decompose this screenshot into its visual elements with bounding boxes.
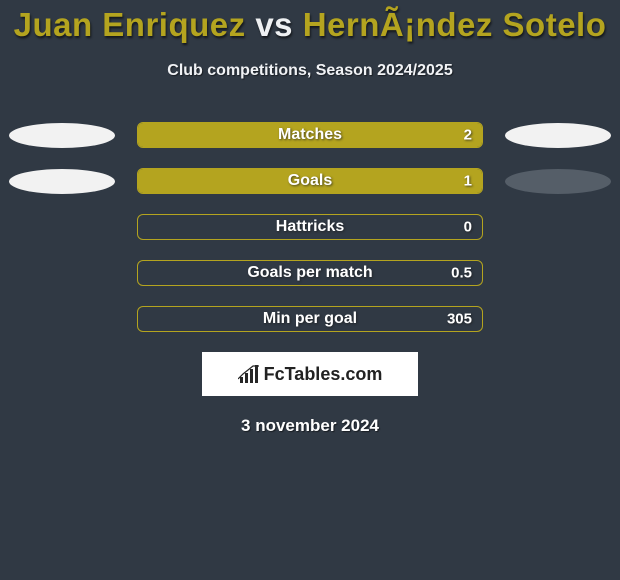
stat-bar: Min per goal 305 <box>137 306 483 332</box>
vs-text: vs <box>255 6 293 43</box>
subtitle: Club competitions, Season 2024/2025 <box>0 62 620 80</box>
stat-label: Goals per match <box>247 264 372 282</box>
stat-bar: Hattricks 0 <box>137 214 483 240</box>
stat-value: 0.5 <box>451 265 472 282</box>
player2-marker <box>505 169 611 194</box>
stat-row: Matches 2 <box>0 122 620 148</box>
stat-value: 1 <box>464 173 472 190</box>
stat-label: Min per goal <box>263 310 357 328</box>
stat-rows: Matches 2 Goals 1 Hattricks 0 <box>0 122 620 332</box>
stat-bar: Goals per match 0.5 <box>137 260 483 286</box>
comparison-card: Juan Enriquez vs HernÃ¡ndez Sotelo Club … <box>0 0 620 580</box>
stat-row: Min per goal 305 <box>0 306 620 332</box>
player2-marker <box>505 123 611 148</box>
stat-label: Hattricks <box>276 218 344 236</box>
player1-marker <box>9 169 115 194</box>
stat-value: 2 <box>464 127 472 144</box>
stat-bar: Matches 2 <box>137 122 483 148</box>
stat-value: 305 <box>447 311 472 328</box>
stat-row: Hattricks 0 <box>0 214 620 240</box>
bar-chart-icon <box>238 365 260 385</box>
player1-marker <box>9 123 115 148</box>
stat-value: 0 <box>464 219 472 236</box>
date-text: 3 november 2024 <box>0 416 620 436</box>
brand-badge: FcTables.com <box>202 352 418 396</box>
stat-label: Goals <box>288 172 332 190</box>
stat-row: Goals per match 0.5 <box>0 260 620 286</box>
player2-name: HernÃ¡ndez Sotelo <box>303 6 607 43</box>
stat-bar: Goals 1 <box>137 168 483 194</box>
player1-name: Juan Enriquez <box>14 6 246 43</box>
brand-text: FcTables.com <box>264 364 383 385</box>
stat-row: Goals 1 <box>0 168 620 194</box>
page-title: Juan Enriquez vs HernÃ¡ndez Sotelo <box>0 6 620 44</box>
stat-label: Matches <box>278 126 342 144</box>
